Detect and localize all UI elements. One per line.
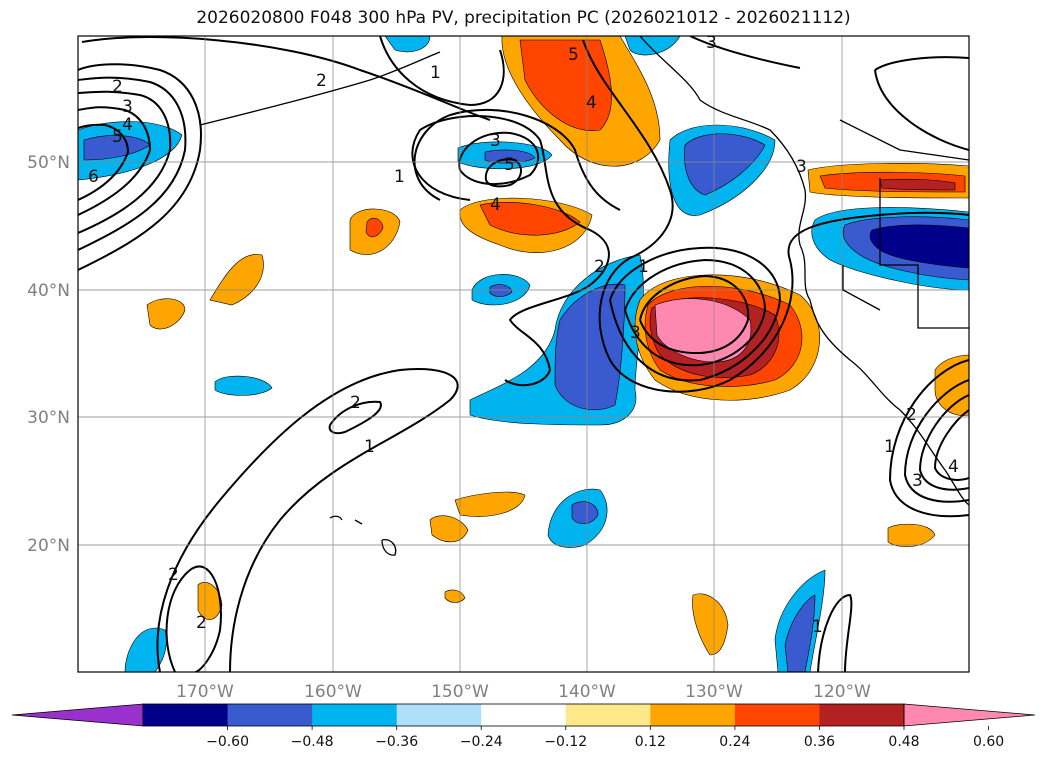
colorbar-tick-label: −0.36	[375, 734, 418, 750]
contour-label: 1	[364, 437, 375, 457]
colorbar-tick-label: 0.48	[888, 734, 919, 750]
contour-label: 3	[796, 157, 807, 177]
contour-label: 2	[112, 77, 123, 97]
graticule	[78, 36, 969, 672]
contour-label: 4	[586, 93, 597, 113]
contour-label: 5	[568, 45, 579, 65]
contour-label: 3	[490, 131, 501, 151]
lon-label: 160°W	[304, 682, 362, 702]
contour-label: 3	[706, 33, 717, 53]
contour-label: 2	[906, 405, 917, 425]
contour-label: 2	[350, 393, 361, 413]
contour-label: 4	[122, 115, 133, 135]
contour-label: 5	[112, 127, 123, 147]
colorbar: −0.60 −0.48 −0.36 −0.24 −0.12 0.12 0.24 0.36 0.4…	[11, 703, 1036, 750]
coastlines	[199, 36, 969, 556]
lon-label: 150°W	[431, 682, 489, 702]
colorbar-segment	[396, 704, 482, 726]
colorbar-tick-label: 0.24	[719, 734, 750, 750]
contour-label: 2	[168, 565, 179, 585]
lon-label: 170°W	[176, 682, 234, 702]
lon-label: 130°W	[685, 682, 743, 702]
contour-label: 2	[316, 71, 327, 91]
lon-label: 140°W	[558, 682, 616, 702]
contour-label: 6	[88, 167, 99, 187]
colorbar-outline	[142, 703, 905, 727]
contour-label: 5	[504, 155, 515, 175]
colorbar-segment	[650, 704, 736, 726]
contour-label: 1	[394, 167, 405, 187]
precipitation-shading	[78, 36, 969, 672]
lat-label: 20°N	[27, 536, 70, 556]
colorbar-tick-label: −0.24	[460, 734, 503, 750]
contour-label: 1	[812, 617, 823, 637]
colorbar-segment	[143, 704, 229, 726]
contour-label: 3	[122, 97, 133, 117]
latitude-labels: 50°N 40°N 30°N 20°N	[27, 153, 70, 556]
colorbar-tick-label: −0.48	[291, 734, 334, 750]
colorbar-segment	[819, 704, 905, 726]
colorbar-tick-label: −0.12	[544, 734, 587, 750]
contour-label: 1	[430, 63, 441, 83]
colorbar-segment	[481, 704, 567, 726]
colorbar-extend-high	[903, 703, 1036, 727]
map-plot-area: 2 3 4 5 6 2 1 1 3 5 4 3 3 1 2 4 5 3 2 1 …	[78, 33, 969, 672]
contour-label: 3	[912, 471, 923, 491]
map-title: 2026020800 F048 300 hPa PV, precipitatio…	[196, 8, 851, 28]
colorbar-tick-label: 0.12	[635, 734, 666, 750]
colorbar-segment	[734, 704, 820, 726]
contour-label: 1	[884, 437, 895, 457]
lat-label: 40°N	[27, 281, 70, 301]
colorbar-segment	[565, 704, 651, 726]
colorbar-tick-label: −0.60	[206, 734, 249, 750]
map-frame	[77, 35, 970, 673]
lat-label: 30°N	[27, 408, 70, 428]
lon-label: 120°W	[813, 682, 871, 702]
colorbar-extend-low	[11, 703, 144, 727]
contour-label: 4	[490, 195, 501, 215]
contour-label: 4	[948, 457, 959, 477]
contour-label: 2	[196, 613, 207, 633]
lat-label: 50°N	[27, 153, 70, 173]
colorbar-segment	[312, 704, 398, 726]
pv-contours	[78, 36, 969, 672]
colorbar-tick-label: 0.36	[804, 734, 835, 750]
contour-label: 1	[638, 257, 649, 277]
colorbar-tick-label: 0.60	[973, 734, 1004, 750]
contour-labels: 2 3 4 5 6 2 1 1 3 5 4 3 3 1 2 4 5 3 2 1 …	[88, 33, 959, 637]
contour-label: 3	[630, 323, 641, 343]
contour-label: 2	[594, 257, 605, 277]
colorbar-segment	[227, 704, 313, 726]
longitude-labels: 170°W 160°W 150°W 140°W 130°W 120°W	[176, 682, 871, 702]
